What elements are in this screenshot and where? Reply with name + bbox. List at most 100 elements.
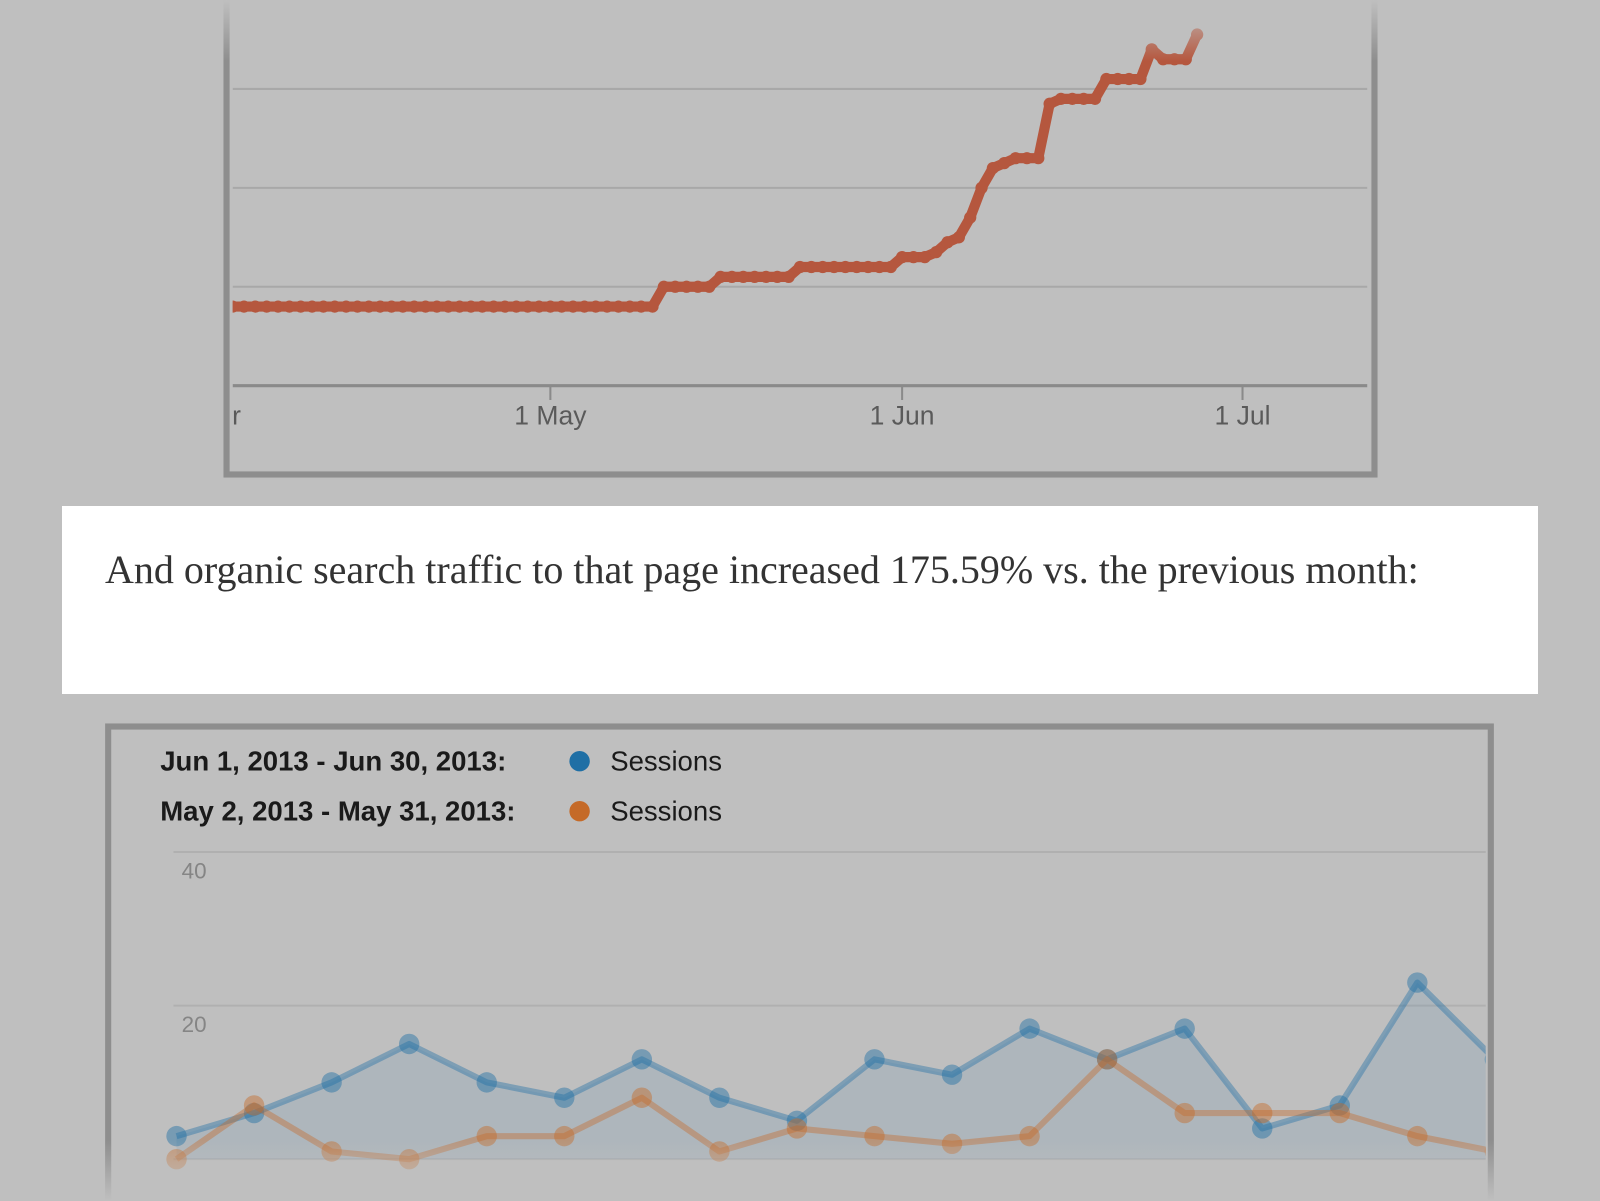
data-point	[317, 300, 330, 313]
data-point	[635, 300, 648, 313]
data-point	[566, 300, 580, 313]
data-point	[975, 181, 988, 194]
data-point	[1111, 72, 1124, 86]
data-point	[521, 300, 534, 313]
data-point	[930, 246, 943, 259]
data-point	[1096, 1049, 1118, 1070]
data-point	[232, 300, 239, 313]
data-point	[260, 300, 273, 313]
data-point	[786, 1110, 808, 1131]
legend-dot	[569, 751, 590, 772]
data-point	[895, 250, 909, 264]
data-point	[1032, 152, 1045, 165]
x-tick-label: 1 Apr	[179, 400, 241, 430]
data-point	[884, 260, 897, 274]
data-point	[532, 300, 546, 313]
data-point	[839, 260, 852, 274]
data-point	[631, 1087, 653, 1108]
data-point	[600, 300, 614, 313]
data-point	[589, 300, 602, 313]
data-point	[362, 300, 375, 313]
data-point	[555, 300, 568, 313]
data-point	[941, 1064, 963, 1085]
data-point	[321, 1072, 342, 1093]
data-point	[709, 1087, 730, 1108]
data-point	[398, 1033, 420, 1055]
data-point	[464, 300, 478, 313]
data-point	[864, 1049, 885, 1070]
data-point	[623, 300, 636, 313]
data-point	[1174, 1018, 1195, 1039]
legend-period: Jun 1, 2013 - Jun 30, 2013:	[160, 745, 506, 776]
data-point	[328, 300, 341, 313]
data-point	[1252, 1118, 1273, 1139]
data-point	[782, 270, 795, 284]
data-point	[680, 280, 693, 293]
data-point	[396, 300, 409, 313]
data-point	[1252, 1102, 1273, 1124]
data-point	[748, 270, 761, 284]
data-point	[861, 260, 875, 274]
data-point	[691, 280, 705, 293]
data-point	[408, 300, 421, 313]
data-point	[941, 236, 954, 249]
data-point	[646, 300, 659, 313]
data-point	[714, 270, 727, 284]
y-tick-label: 20	[182, 1012, 207, 1037]
data-point	[1019, 1018, 1040, 1039]
data-point	[786, 1118, 808, 1139]
data-point	[873, 260, 886, 274]
data-point	[805, 260, 818, 274]
data-point	[725, 270, 739, 284]
data-point	[1054, 92, 1068, 105]
data-point	[612, 300, 625, 313]
data-point	[294, 300, 307, 313]
paragraph: And organic search traffic to that page …	[105, 547, 1419, 592]
chart-frame	[223, 0, 1378, 478]
data-point	[1484, 1054, 1486, 1064]
chart-frame	[105, 723, 1494, 1201]
data-point	[793, 260, 807, 274]
data-point	[283, 300, 296, 313]
data-point	[305, 300, 319, 313]
data-point	[385, 300, 398, 313]
x-tick-label: 1 May	[514, 400, 587, 430]
data-point	[419, 300, 432, 313]
legend-label: Sessions	[610, 795, 722, 826]
data-point	[374, 300, 387, 313]
legend-dot	[569, 801, 590, 822]
data-point	[1077, 92, 1090, 105]
data-point	[1043, 97, 1056, 110]
data-point	[476, 300, 489, 313]
data-point	[1020, 152, 1034, 165]
data-line	[175, 979, 1486, 1140]
data-point	[578, 300, 591, 313]
data-point	[771, 270, 784, 284]
data-point	[249, 300, 262, 313]
y-tick-label: 40	[182, 859, 207, 884]
data-point	[476, 1072, 497, 1093]
x-tick-label: 1 Jun	[870, 400, 935, 430]
data-point	[340, 300, 353, 313]
data-point	[1134, 72, 1147, 86]
data-point	[498, 300, 512, 313]
data-point	[669, 280, 682, 293]
data-point	[453, 300, 466, 313]
data-area	[176, 982, 1486, 1160]
data-point	[510, 300, 523, 313]
legend-label: Sessions	[610, 745, 722, 776]
data-point	[1100, 72, 1113, 86]
data-point	[1407, 972, 1428, 993]
chart-1: 1 Apr 1 May 1 Jun 1 Jul	[179, 28, 1368, 430]
data-point	[1066, 92, 1079, 105]
data-point	[850, 260, 863, 274]
highlight-box: And organic search traffic to that page …	[62, 506, 1538, 694]
data-point	[816, 260, 829, 274]
data-point	[1174, 1102, 1195, 1124]
data-point	[1329, 1095, 1350, 1116]
data-point	[759, 270, 773, 284]
data-point	[827, 260, 841, 274]
